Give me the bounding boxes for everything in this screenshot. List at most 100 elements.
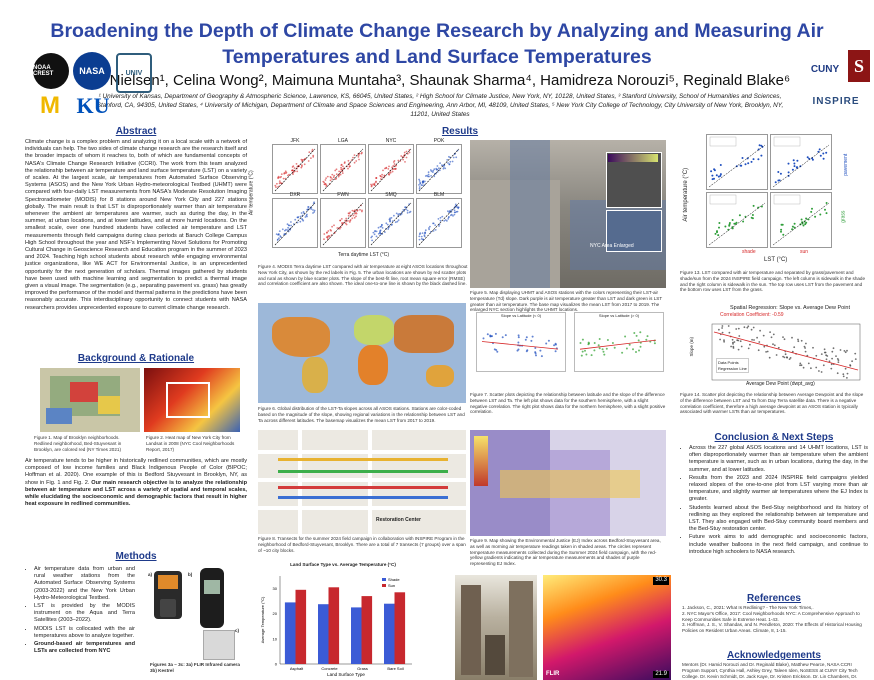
fig13-point	[805, 221, 808, 224]
fig4-point	[299, 215, 302, 218]
fig4-point	[452, 156, 455, 159]
fig4-point	[420, 238, 423, 240]
nyc-heat-map	[144, 368, 240, 432]
fig4-point	[331, 225, 333, 228]
fig14-point	[723, 340, 725, 343]
fig7-point	[525, 336, 528, 339]
fig7-point	[585, 353, 588, 356]
fig14-point	[758, 341, 761, 343]
fig13-point	[760, 205, 763, 208]
fig4-point	[423, 234, 426, 237]
fig13-point	[819, 154, 822, 157]
fig3-caption: Figures 3a – 3c: 3a) FLIR Infrared camer…	[150, 662, 240, 673]
fig4-point	[450, 209, 453, 211]
fig5-legend-title: NYC Area Enlarged	[590, 243, 634, 249]
fig4-point	[386, 223, 389, 226]
fig4-point	[451, 160, 454, 163]
fig4-point	[353, 154, 356, 156]
fig7-point	[606, 339, 609, 341]
fig4-point	[292, 173, 294, 175]
references-list: 1. Jackson, C., 2021: What Is Redlining?…	[682, 605, 868, 634]
fig4-point	[323, 183, 326, 186]
fig4-point	[340, 218, 343, 220]
fig4-point	[381, 173, 383, 176]
fig13-point	[714, 232, 717, 235]
fig4-point	[342, 165, 344, 168]
fig14-caption: Figure 14. Scatter plot depicting the re…	[680, 392, 864, 415]
fig4-point	[391, 166, 393, 169]
fig4-point	[408, 149, 411, 151]
fig4-point	[438, 167, 440, 170]
fig14-point	[762, 334, 765, 337]
fig5-caption: Figure 5. Map displaying UHMT and ASOS s…	[470, 290, 663, 313]
fig13-point	[760, 154, 763, 157]
fig7-point	[653, 342, 656, 345]
fig14-point	[732, 343, 734, 345]
fig14-point	[854, 358, 857, 360]
fig4-point	[454, 203, 457, 206]
fig4-point	[449, 210, 451, 212]
fig14-point	[826, 355, 829, 357]
fig4-point	[418, 187, 421, 190]
fig4-point	[443, 220, 446, 222]
fig7-point	[632, 348, 634, 351]
fig14-point	[721, 327, 723, 329]
fig7-point	[579, 342, 582, 344]
fig13-point	[791, 225, 794, 228]
fig4-point	[375, 230, 378, 233]
fig4-point	[427, 171, 430, 174]
fig4-point	[373, 233, 376, 236]
fig4-point	[377, 226, 380, 229]
fig4-point	[312, 156, 315, 158]
fig4-panel: NYC	[368, 138, 414, 194]
fig10-bar	[318, 604, 329, 664]
thermometer-photo	[203, 630, 235, 660]
fig4-point	[406, 212, 409, 214]
fig13-one-to-one-line	[708, 202, 766, 246]
fig4-point	[370, 236, 373, 239]
fig14-point	[800, 364, 803, 367]
fig14-annotation: Correlation Coefficient: -0.59	[720, 312, 784, 318]
fig4-point	[370, 185, 373, 188]
fig4-point	[353, 216, 356, 219]
fig10-category-label: Bare Soil	[387, 666, 403, 671]
fig7-point	[494, 332, 497, 335]
fig14-point	[843, 350, 846, 352]
fig4-point	[421, 180, 424, 183]
fig4-point	[395, 212, 398, 215]
fig13-label-sun: sun	[800, 249, 809, 255]
fig14-point	[844, 351, 847, 354]
fig13-point	[752, 158, 755, 161]
fig3c-label: c)	[235, 628, 240, 633]
fig4-point	[300, 212, 303, 214]
fig14-point	[765, 351, 767, 353]
fig7-point	[590, 354, 593, 357]
references-heading: References	[747, 593, 801, 604]
fig4-point	[390, 224, 393, 226]
fig7-point	[637, 339, 640, 342]
fig14-point	[733, 341, 736, 343]
fig4-point	[327, 235, 330, 237]
fig4-point	[393, 168, 396, 170]
fig4-point	[428, 227, 430, 229]
fig14-point	[737, 348, 740, 351]
fig7-point	[530, 339, 533, 342]
fig4-point	[453, 211, 456, 214]
fig4-point	[323, 181, 326, 184]
fig7-caption: Figure 7. Scatter plots depicting the re…	[470, 392, 666, 415]
fig7-point	[525, 350, 528, 353]
fig13-panel	[706, 192, 768, 248]
fig4-one-to-one-line	[322, 202, 364, 246]
fig4-point	[278, 237, 280, 240]
fig13-point	[710, 170, 713, 173]
fig13-point	[717, 175, 720, 178]
fig4-point	[323, 233, 326, 235]
fig4-point	[277, 185, 280, 188]
brooklyn-redlining-map	[40, 368, 140, 432]
fig4-point	[335, 168, 338, 171]
fig14-point	[791, 350, 794, 353]
fig4-point	[394, 221, 397, 224]
fig13-point	[713, 169, 716, 172]
fig4-point	[430, 175, 432, 177]
fig14-point	[766, 350, 769, 353]
